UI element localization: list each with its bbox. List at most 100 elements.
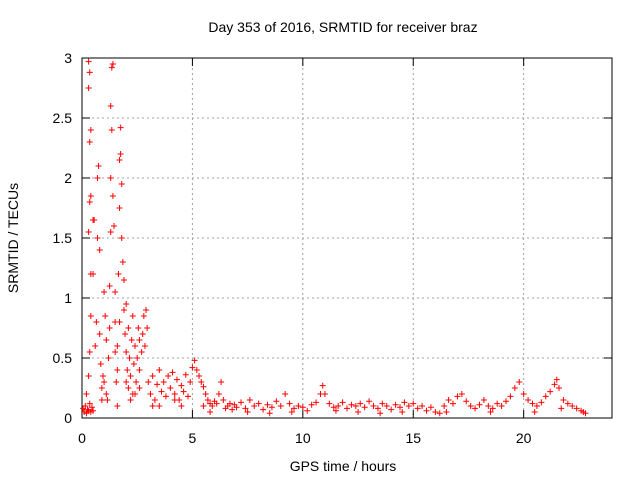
data-point bbox=[94, 175, 101, 181]
data-point bbox=[99, 373, 106, 379]
data-point bbox=[87, 313, 94, 319]
data-point bbox=[529, 400, 536, 407]
data-point bbox=[551, 381, 558, 388]
data-point bbox=[273, 398, 280, 405]
data-point bbox=[299, 404, 306, 411]
data-point bbox=[104, 397, 111, 403]
y-tick-label: 1 bbox=[64, 290, 72, 306]
data-point bbox=[207, 409, 214, 415]
data-point bbox=[377, 410, 384, 417]
data-point bbox=[116, 205, 123, 211]
data-point bbox=[370, 403, 377, 409]
data-point bbox=[86, 69, 93, 76]
data-point bbox=[569, 403, 576, 409]
data-point bbox=[112, 289, 119, 295]
data-point bbox=[321, 391, 328, 397]
data-point bbox=[200, 403, 207, 409]
data-point bbox=[198, 379, 205, 385]
data-point bbox=[123, 379, 130, 385]
data-point bbox=[120, 307, 127, 313]
data-point bbox=[503, 398, 509, 405]
data-point bbox=[90, 271, 97, 277]
data-point bbox=[87, 127, 94, 133]
data-point bbox=[165, 373, 172, 379]
data-point bbox=[167, 385, 174, 391]
data-point bbox=[144, 325, 151, 331]
data-point bbox=[123, 349, 130, 355]
data-point bbox=[355, 409, 362, 415]
data-point bbox=[86, 199, 93, 205]
chart-title: Day 353 of 2016, SRMTID for receiver bra… bbox=[208, 19, 477, 35]
data-point bbox=[93, 319, 100, 325]
y-tick-label: 0 bbox=[64, 410, 72, 426]
data-point bbox=[392, 401, 399, 408]
data-point bbox=[246, 397, 253, 403]
data-point bbox=[96, 331, 103, 337]
data-point bbox=[450, 400, 456, 407]
data-point bbox=[423, 407, 430, 414]
data-point bbox=[454, 393, 461, 400]
data-point bbox=[213, 400, 220, 407]
data-point bbox=[85, 85, 92, 91]
data-point bbox=[419, 403, 426, 409]
data-point bbox=[218, 379, 225, 385]
data-point bbox=[266, 410, 273, 417]
data-point bbox=[125, 325, 132, 331]
data-point bbox=[458, 391, 465, 397]
data-point bbox=[436, 410, 443, 417]
data-point bbox=[87, 193, 94, 199]
data-point bbox=[107, 103, 114, 109]
data-point bbox=[330, 404, 337, 411]
data-point bbox=[547, 388, 554, 395]
y-tick-label: 0.5 bbox=[53, 350, 73, 366]
data-point bbox=[136, 337, 143, 343]
data-point bbox=[410, 400, 417, 407]
data-point bbox=[397, 404, 403, 411]
data-point bbox=[531, 409, 538, 415]
data-point bbox=[178, 382, 185, 389]
data-point bbox=[154, 381, 161, 388]
x-tick-label: 20 bbox=[516, 430, 532, 446]
data-point bbox=[388, 406, 395, 413]
data-point bbox=[114, 367, 121, 373]
data-point bbox=[401, 399, 408, 406]
data-point bbox=[357, 400, 364, 407]
data-point bbox=[344, 405, 350, 412]
data-point bbox=[136, 385, 143, 391]
data-point bbox=[187, 379, 194, 385]
data-point bbox=[129, 313, 136, 319]
data-point bbox=[374, 405, 381, 412]
data-point bbox=[339, 399, 346, 406]
data-point bbox=[564, 400, 571, 407]
data-point bbox=[202, 391, 209, 397]
data-point bbox=[489, 405, 496, 412]
data-point bbox=[127, 397, 134, 403]
data-point bbox=[95, 163, 102, 169]
data-point bbox=[291, 405, 297, 412]
data-point bbox=[112, 349, 119, 355]
data-point bbox=[193, 367, 200, 373]
data-point bbox=[487, 409, 494, 415]
data-point bbox=[86, 400, 93, 407]
data-point bbox=[516, 379, 523, 385]
data-point bbox=[147, 391, 154, 397]
data-point bbox=[498, 403, 505, 409]
data-point bbox=[143, 307, 150, 313]
data-point bbox=[108, 127, 115, 133]
data-point bbox=[116, 319, 123, 325]
data-point bbox=[123, 301, 130, 307]
data-point bbox=[96, 247, 103, 253]
x-tick-label: 10 bbox=[295, 430, 311, 446]
data-point bbox=[149, 403, 156, 409]
x-tick-label: 15 bbox=[405, 430, 421, 446]
data-point bbox=[106, 325, 113, 331]
data-point bbox=[86, 139, 93, 145]
data-point bbox=[128, 337, 135, 343]
data-point bbox=[264, 401, 271, 408]
data-point bbox=[255, 400, 262, 407]
x-tick-label: 0 bbox=[78, 430, 86, 446]
data-point bbox=[196, 373, 203, 379]
data-point bbox=[288, 409, 295, 415]
data-point bbox=[553, 376, 560, 383]
data-point bbox=[226, 400, 233, 407]
